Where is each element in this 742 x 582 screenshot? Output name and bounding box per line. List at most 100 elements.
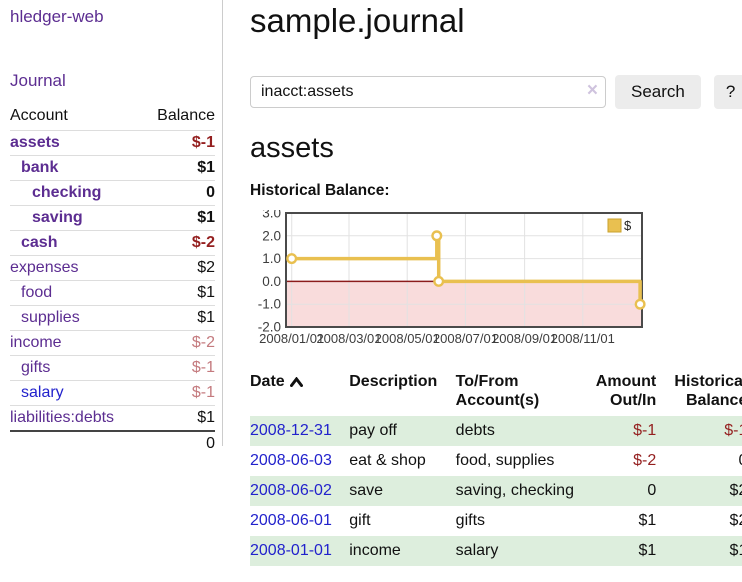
- page-title: sample.journal: [250, 2, 465, 39]
- transaction-amount: $-1: [633, 422, 657, 439]
- transaction-amount: $1: [638, 542, 657, 559]
- transaction-accounts: debts: [455, 422, 495, 439]
- account-heading: assets: [250, 132, 334, 164]
- account-balance: $1: [141, 155, 215, 181]
- svg-text:2.0: 2.0: [262, 228, 281, 243]
- account-row: saving $1: [10, 205, 215, 231]
- account-row: checking 0: [10, 180, 215, 206]
- accounts-header-balance: Balance: [157, 107, 215, 124]
- sidebar-item-journal[interactable]: Journal: [10, 71, 66, 90]
- transaction-description: save: [349, 482, 384, 499]
- transaction-amount: $-2: [633, 452, 657, 469]
- transaction-amount: 0: [647, 482, 657, 499]
- account-row: supplies $1: [10, 305, 215, 331]
- sidebar-account-liabilities-debts[interactable]: liabilities:debts: [10, 409, 115, 426]
- transaction-balance: $2: [729, 512, 742, 529]
- transaction-date-link[interactable]: 2008-06-01: [250, 512, 332, 529]
- register-table: Date Description To/From Account(s) Amou…: [250, 370, 742, 566]
- transaction-accounts: saving, checking: [455, 482, 574, 499]
- svg-text:$: $: [624, 218, 632, 233]
- col-description: Description: [349, 373, 438, 390]
- transaction-date-link[interactable]: 2008-12-31: [250, 422, 332, 439]
- help-button[interactable]: ?: [713, 75, 742, 109]
- col-date-label: Date: [250, 373, 285, 390]
- svg-text:1.0: 1.0: [262, 251, 281, 266]
- transaction-description: income: [349, 542, 401, 559]
- transaction-description: gift: [349, 512, 371, 529]
- search-form: × Search ?: [250, 75, 742, 109]
- account-row: bank $1: [10, 155, 215, 181]
- transaction-row: 2008-01-01 income salary $1 $1: [250, 536, 742, 566]
- svg-text:-2.0: -2.0: [258, 320, 281, 335]
- sidebar-account-checking[interactable]: checking: [32, 184, 102, 201]
- sidebar-account-bank[interactable]: bank: [21, 159, 59, 176]
- account-balance: $2: [141, 255, 215, 281]
- accounts-header-account: Account: [10, 107, 68, 124]
- accounts-header-row: Account Balance: [10, 104, 215, 131]
- balance-chart: $3.0 2.0 1.0 0.0 -1.0 -2.0 2008/01/01 2008/03/0…: [250, 206, 742, 354]
- account-row: cash $-2: [10, 230, 215, 256]
- search-button[interactable]: Search: [615, 75, 701, 109]
- chart-title: Historical Balance:: [250, 182, 390, 199]
- transaction-balance: $2: [729, 482, 742, 499]
- svg-text:2008/03/01: 2008/03/01: [316, 331, 381, 346]
- transaction-date-link[interactable]: 2008-06-02: [250, 482, 332, 499]
- transaction-date-link[interactable]: 2008-06-03: [250, 452, 332, 469]
- account-balance: $-1: [141, 130, 215, 156]
- account-row: income $-2: [10, 330, 215, 356]
- sidebar-account-saving[interactable]: saving: [32, 209, 83, 226]
- sidebar-account-supplies[interactable]: supplies: [21, 309, 80, 326]
- accounts-total-row: 0: [10, 430, 215, 456]
- account-balance: $-1: [141, 380, 215, 406]
- transaction-date-link[interactable]: 2008-01-01: [250, 542, 332, 559]
- account-row: liabilities:debts $1: [10, 405, 215, 431]
- svg-text:2008/07/01: 2008/07/01: [433, 331, 498, 346]
- account-balance: $1: [141, 280, 215, 306]
- transaction-accounts: gifts: [455, 512, 486, 529]
- svg-text:2008/09/01: 2008/09/01: [492, 331, 557, 346]
- sidebar-account-income[interactable]: income: [10, 334, 62, 351]
- search-input[interactable]: [250, 76, 606, 108]
- col-tofrom-accounts: To/From Account(s): [455, 373, 540, 409]
- account-balance: $-2: [141, 230, 215, 256]
- account-row: assets $-1: [10, 130, 215, 156]
- account-balance: $1: [141, 305, 215, 331]
- sidebar-account-food[interactable]: food: [21, 284, 53, 301]
- account-row: gifts $-1: [10, 355, 215, 381]
- svg-text:2008/01/01: 2008/01/01: [259, 331, 324, 346]
- sidebar-account-salary[interactable]: salary: [21, 384, 64, 401]
- account-balance: $-1: [141, 355, 215, 381]
- brand-link[interactable]: hledger-web: [10, 7, 104, 26]
- account-balance: $1: [141, 205, 215, 231]
- col-amount: Amount Out/In: [595, 373, 657, 409]
- account-row: food $1: [10, 280, 215, 306]
- accounts-total-balance: 0: [141, 430, 215, 456]
- sidebar-account-gifts[interactable]: gifts: [21, 359, 51, 376]
- sidebar: hledger-web Journal Account Balance asse…: [0, 0, 223, 456]
- transaction-row: 2008-12-31 pay off debts $-1 $-1: [250, 416, 742, 446]
- sidebar-account-assets[interactable]: assets: [10, 134, 60, 151]
- svg-text:3.0: 3.0: [262, 210, 281, 221]
- transaction-row: 2008-06-03 eat & shop food, supplies $-20: [250, 446, 742, 476]
- col-date[interactable]: Date: [250, 370, 349, 416]
- clear-search-icon[interactable]: ×: [586, 80, 598, 101]
- svg-text:0.0: 0.0: [262, 274, 281, 289]
- svg-text:2008/05/01: 2008/05/01: [375, 331, 440, 346]
- sidebar-account-cash[interactable]: cash: [21, 234, 58, 251]
- accounts-table: Account Balance assets $-1 bank $1 checking 0…: [10, 104, 215, 456]
- sidebar-account-expenses[interactable]: expenses: [10, 259, 79, 276]
- transaction-balance: 0: [656, 446, 742, 476]
- svg-text:2008/11/01: 2008/11/01: [551, 331, 615, 346]
- account-balance: $-2: [141, 330, 215, 356]
- transaction-description: eat & shop: [349, 452, 426, 469]
- transaction-row: 2008-06-01 gift gifts $1 $2: [250, 506, 742, 536]
- transaction-balance: $-1: [724, 422, 742, 439]
- transaction-amount: $1: [638, 512, 657, 529]
- transaction-accounts: salary: [455, 542, 499, 559]
- main-content: sample.journal × Search ? assets Histori…: [223, 0, 742, 582]
- accounts-total-spacer: [10, 430, 142, 456]
- register-header-row: Date Description To/From Account(s) Amou…: [250, 370, 742, 416]
- transaction-accounts: food, supplies: [455, 452, 555, 469]
- account-balance: $1: [141, 405, 215, 431]
